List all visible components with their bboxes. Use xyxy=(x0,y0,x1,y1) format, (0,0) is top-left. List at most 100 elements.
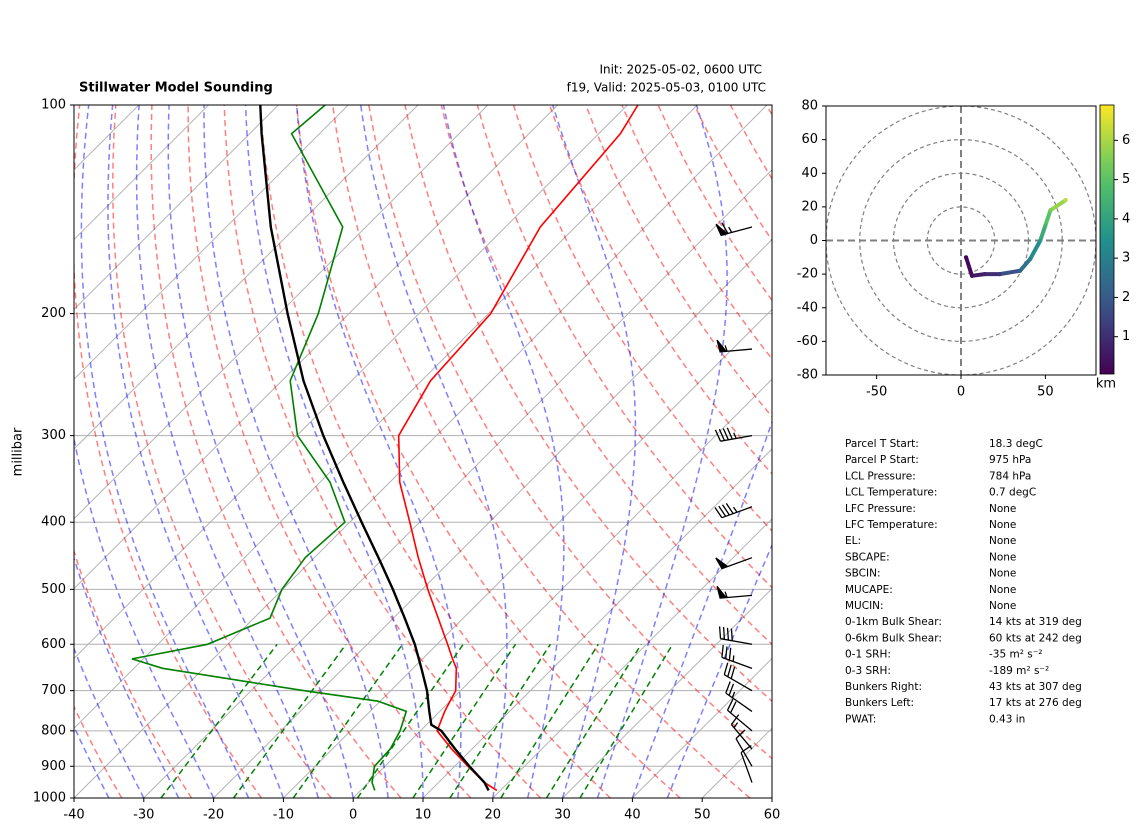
moist-adiabat xyxy=(74,724,110,798)
parameter-value: -189 m² s⁻² xyxy=(989,665,1049,677)
hodograph-segment xyxy=(964,255,974,278)
mixing-ratio-line xyxy=(160,643,278,798)
dry-adiabat xyxy=(368,105,772,760)
background-lines xyxy=(74,105,1142,798)
dry-adiabat xyxy=(404,105,772,703)
moist-adiabat xyxy=(596,105,728,798)
dry-adiabat xyxy=(839,105,1142,798)
isotherm xyxy=(74,105,628,660)
wind-barb xyxy=(730,714,753,750)
moist-adiabat xyxy=(74,555,180,798)
hodograph-segment xyxy=(1018,256,1033,273)
parameter-value: 18.3 degC xyxy=(989,438,1043,450)
y-tick-label: 20 xyxy=(801,199,818,214)
mixing-ratio-line xyxy=(500,643,599,798)
wind-barb xyxy=(735,729,753,767)
mixing-ratio-line xyxy=(232,643,347,798)
valid-time: f19, Valid: 2025-05-03, 0100 UTC xyxy=(567,81,766,95)
parameter-value: None xyxy=(989,568,1016,580)
isotherm xyxy=(213,238,772,798)
moist-adiabat xyxy=(167,105,354,798)
parameter-value: 975 hPa xyxy=(989,454,1031,466)
parameter-value: None xyxy=(989,519,1016,531)
profiles xyxy=(131,105,639,792)
parameter-label: PWAT: xyxy=(845,713,876,725)
x-tick-label: 40 xyxy=(624,808,641,823)
isotherm xyxy=(492,518,772,798)
dry-adiabat xyxy=(187,105,472,798)
x-tick-label: 10 xyxy=(415,808,432,823)
isotherm xyxy=(422,448,772,798)
isotherm xyxy=(632,657,772,798)
moist-adiabat xyxy=(666,543,772,798)
parameter-value: 0.7 degC xyxy=(989,487,1036,499)
hodograph-segment xyxy=(1043,208,1053,228)
moist-adiabat xyxy=(244,105,424,798)
hodograph-point xyxy=(1063,198,1068,203)
parameter-label: 0-6km Bulk Shear: xyxy=(845,632,942,644)
hodograph-point xyxy=(969,273,974,278)
isotherm xyxy=(74,105,349,380)
hodograph-segment xyxy=(969,272,987,278)
y-tick-label: 400 xyxy=(41,515,66,530)
y-tick-label: 800 xyxy=(41,723,66,738)
parameter-label: Bunkers Right: xyxy=(845,681,922,693)
wind-barb xyxy=(740,745,753,783)
y-tick-label: 600 xyxy=(41,637,66,652)
parameter-value: 0.43 in xyxy=(989,713,1025,725)
x-tick-label: -10 xyxy=(273,808,294,823)
dry-adiabat xyxy=(295,105,681,798)
isotherm xyxy=(74,105,768,798)
wind-barb xyxy=(718,626,753,645)
parameter-label: EL: xyxy=(845,535,861,547)
x-tick-label: -30 xyxy=(133,808,154,823)
parameter-value: -35 m² s⁻² xyxy=(989,649,1042,661)
hodograph-segment xyxy=(1038,223,1048,243)
dry-adiabat xyxy=(693,105,772,242)
dry-adiabat xyxy=(729,105,772,181)
x-tick-label: 20 xyxy=(485,808,502,823)
moist-adiabat xyxy=(295,105,462,798)
y-tick-label: 900 xyxy=(41,759,66,774)
moist-adiabat xyxy=(135,105,320,798)
y-axis-label: millibar xyxy=(11,427,26,476)
mixing-ratio-line xyxy=(449,643,552,798)
dry-adiabat xyxy=(476,105,772,589)
parameter-label: SBCIN: xyxy=(845,568,881,580)
wind-barb xyxy=(716,339,753,353)
moist-adiabat xyxy=(359,105,508,798)
y-tick-label: 700 xyxy=(41,683,66,698)
moist-adiabat xyxy=(203,105,389,798)
parameter-label: MUCIN: xyxy=(845,600,884,612)
parameter-label: LCL Temperature: xyxy=(845,487,937,499)
hodograph-segment xyxy=(1028,238,1043,261)
y-tick-label: -80 xyxy=(797,368,818,383)
dry-adiabat xyxy=(548,105,772,475)
isotherm xyxy=(74,105,419,450)
y-tick-label: -60 xyxy=(797,334,818,349)
parameter-label: SBCAPE: xyxy=(845,551,890,563)
parameter-label: 0-3 SRH: xyxy=(845,665,891,677)
isotherm xyxy=(562,587,772,798)
x-tick-label: 50 xyxy=(1037,385,1054,400)
y-tick-label: -40 xyxy=(797,300,818,315)
isotherm xyxy=(701,727,772,798)
colorbar-tick-label: 3 xyxy=(1122,251,1130,266)
parameter-value: 60 kts at 242 deg xyxy=(989,632,1082,644)
y-tick-label: 60 xyxy=(801,132,818,147)
hodograph-point xyxy=(1038,238,1043,243)
hodograph-point xyxy=(1048,208,1053,213)
isotherm xyxy=(771,797,772,798)
isotherm xyxy=(74,105,279,311)
parameter-label: Parcel P Start: xyxy=(845,454,919,466)
dry-adiabat xyxy=(74,105,263,798)
dry-adiabat xyxy=(440,105,772,646)
moist-adiabat xyxy=(107,105,285,798)
wind-barb xyxy=(726,698,753,732)
x-tick-label: 0 xyxy=(349,808,357,823)
plot-frame xyxy=(73,104,773,799)
y-tick-label: -20 xyxy=(797,267,818,282)
isotherm xyxy=(74,105,209,241)
colorbar-tick-label: 6 xyxy=(1122,133,1130,148)
